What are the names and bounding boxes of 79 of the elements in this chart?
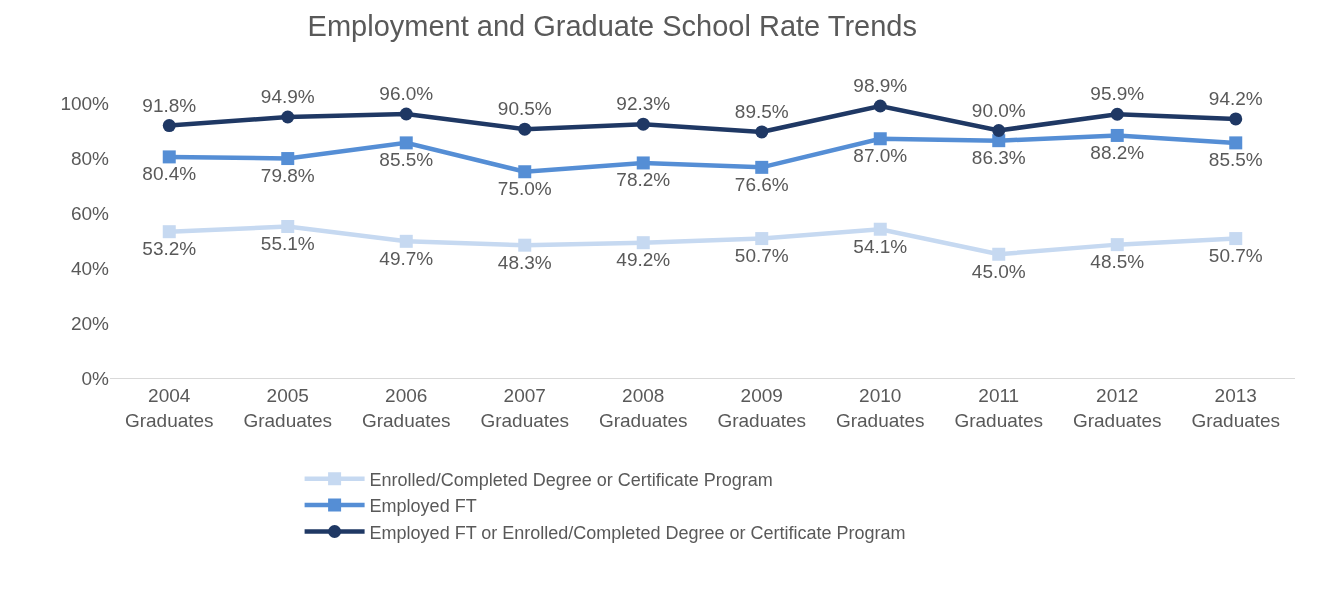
y-tick-label: 40%: [70, 257, 110, 279]
data-label: 90.0%: [971, 99, 1026, 121]
data-label: 48.5%: [1090, 251, 1145, 273]
data-label: 88.2%: [1090, 141, 1145, 163]
x-tick-label: 2007 Graduates: [480, 384, 570, 431]
data-label: 95.9%: [1090, 83, 1145, 105]
point: [399, 234, 413, 248]
data-label: 87.0%: [853, 145, 908, 167]
legend-label: Enrolled/Completed Degree or Certificate Program: [369, 469, 773, 490]
data-label: 80.4%: [142, 163, 197, 185]
point: [636, 156, 650, 170]
data-label: 90.5%: [497, 98, 552, 120]
point: [636, 236, 650, 250]
chart-title: Employment and Graduate School Rate Trends: [307, 9, 917, 42]
data-label: 78.2%: [616, 169, 671, 191]
data-label: 54.1%: [853, 235, 908, 257]
point: [281, 152, 295, 166]
data-label: 75.0%: [497, 178, 552, 200]
data-label: 48.3%: [497, 251, 552, 273]
point: [1229, 232, 1243, 246]
point: [636, 117, 650, 131]
point: [992, 247, 1006, 261]
data-label: 91.8%: [142, 94, 197, 116]
data-label: 86.3%: [971, 147, 1026, 169]
data-label: 53.2%: [142, 238, 197, 260]
y-tick-label: 100%: [60, 92, 110, 114]
x-tick-label: 2011 Graduates: [954, 384, 1044, 431]
data-label: 96.0%: [379, 83, 434, 105]
y-tick-label: 0%: [81, 367, 110, 389]
x-tick-label: 2008 Graduates: [598, 384, 688, 431]
point: [1110, 107, 1124, 121]
point: [399, 107, 413, 121]
x-tick-label: 2006 Graduates: [361, 384, 451, 431]
x-tick-label: 2013 Graduates: [1191, 384, 1281, 431]
point: [162, 119, 176, 133]
data-label: 50.7%: [734, 244, 789, 266]
point: [755, 160, 769, 174]
data-label: 79.8%: [260, 164, 315, 186]
data-label: 85.5%: [1208, 149, 1263, 171]
point: [873, 222, 887, 236]
data-label: 49.7%: [379, 247, 434, 269]
point: [755, 232, 769, 246]
data-label: 94.2%: [1208, 88, 1263, 110]
x-tick-label: 2012 Graduates: [1072, 384, 1162, 431]
point: [873, 132, 887, 146]
point: [281, 110, 295, 124]
data-label: 55.1%: [260, 232, 315, 254]
data-label: 50.7%: [1208, 244, 1263, 266]
point: [992, 124, 1006, 137]
data-label: 98.9%: [853, 75, 908, 97]
data-label: 92.3%: [616, 93, 671, 115]
point: [281, 219, 295, 233]
point: [518, 122, 532, 136]
x-tick-label: 2004 Graduates: [124, 384, 214, 431]
legend-label: Employed FT: [369, 496, 477, 517]
legend-label: Employed FT or Enrolled/Completed Degree or Certificate Program: [369, 522, 906, 543]
y-tick-label: 60%: [70, 202, 110, 224]
point: [518, 165, 532, 179]
point: [162, 225, 176, 239]
data-label: 89.5%: [734, 101, 789, 122]
x-tick-label: 2005 Graduates: [243, 384, 333, 431]
point: [1110, 238, 1124, 252]
point: [399, 136, 413, 150]
data-label: 94.9%: [260, 86, 315, 108]
point: [162, 150, 176, 164]
data-label: 45.0%: [971, 260, 1026, 282]
data-label: 76.6%: [734, 173, 789, 195]
y-tick-label: 80%: [70, 147, 110, 169]
x-tick-label: 2010 Graduates: [835, 384, 925, 431]
point: [518, 238, 532, 252]
x-tick-label: 2009 Graduates: [717, 384, 807, 431]
point: [873, 99, 887, 113]
point: [755, 125, 769, 139]
y-tick-label: 20%: [70, 312, 110, 334]
point: [1229, 112, 1243, 126]
point: [1229, 136, 1243, 150]
data-label: 85.5%: [379, 149, 434, 171]
point: [1110, 128, 1124, 142]
data-label: 49.2%: [616, 249, 671, 271]
